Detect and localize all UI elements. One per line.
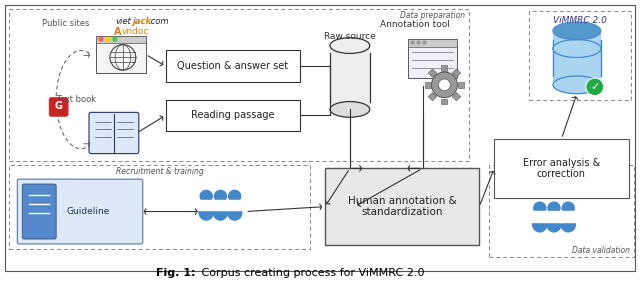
Text: Data validation: Data validation [572,246,630,255]
FancyBboxPatch shape [89,112,139,154]
Ellipse shape [553,40,601,57]
Text: Annotation tool: Annotation tool [380,20,449,29]
Circle shape [411,41,414,44]
FancyBboxPatch shape [22,184,56,239]
Circle shape [548,202,560,214]
FancyBboxPatch shape [96,36,146,73]
Circle shape [200,190,212,202]
Text: viet: viet [116,17,132,26]
Bar [212,200,229,210]
Circle shape [586,78,604,96]
FancyBboxPatch shape [408,39,458,47]
Ellipse shape [228,205,242,220]
Text: Text book: Text book [56,95,96,104]
Ellipse shape [553,22,601,40]
Text: Public sites: Public sites [42,19,90,28]
FancyBboxPatch shape [96,36,146,43]
Text: Data preparation: Data preparation [400,11,465,20]
Text: Human annotation &
standardization: Human annotation & standardization [348,196,456,217]
Bar [442,65,447,71]
Bar [452,69,461,77]
Circle shape [534,202,546,214]
Ellipse shape [553,40,601,57]
Bar [458,82,465,88]
Ellipse shape [553,76,601,94]
Bar [442,99,447,105]
Text: Raw source: Raw source [324,32,376,41]
Text: .com: .com [148,17,169,26]
Text: Fig. 1:: Fig. 1: [156,268,196,279]
Bar [529,11,630,100]
Bar [545,211,563,222]
Text: A: A [114,27,122,37]
Text: Reading passage: Reading passage [191,110,275,120]
Ellipse shape [199,205,213,220]
Ellipse shape [330,102,370,117]
Ellipse shape [213,205,228,220]
FancyBboxPatch shape [166,50,300,82]
Text: Recruitment & training: Recruitment & training [116,167,204,176]
Bar [424,82,431,88]
Bar [10,9,469,162]
Bar [226,200,243,210]
Bar [330,46,370,109]
Circle shape [106,37,110,41]
Circle shape [431,72,458,98]
Circle shape [562,202,574,214]
Bar [452,92,461,101]
Ellipse shape [547,217,561,232]
Text: vndoc: vndoc [122,27,149,36]
FancyBboxPatch shape [408,39,458,78]
Circle shape [438,79,451,91]
Bar [553,31,601,85]
Text: ✓: ✓ [590,82,600,92]
FancyBboxPatch shape [49,98,68,116]
Text: Error analysis &
correction: Error analysis & correction [523,158,600,179]
Bar [197,200,215,210]
FancyBboxPatch shape [166,100,300,131]
Circle shape [113,37,117,41]
Bar [10,165,310,249]
Bar [559,211,577,222]
Ellipse shape [532,217,547,232]
Ellipse shape [330,38,370,53]
Circle shape [228,190,241,202]
Circle shape [423,41,426,44]
Text: jack: jack [132,17,151,26]
FancyBboxPatch shape [17,179,143,244]
Text: Question & answer set: Question & answer set [177,61,289,71]
Bar [428,69,436,77]
Circle shape [99,37,103,41]
Text: G: G [54,102,62,111]
Text: Corpus creating process for ViMMRC 2.0: Corpus creating process for ViMMRC 2.0 [198,268,424,279]
Text: ViMMRC 2.0: ViMMRC 2.0 [553,16,607,25]
Bar [428,92,436,101]
Bar [531,211,548,222]
Circle shape [214,190,227,202]
Ellipse shape [561,217,575,232]
FancyBboxPatch shape [494,139,628,198]
Circle shape [417,41,420,44]
FancyBboxPatch shape [325,168,479,245]
Text: Guideline: Guideline [67,207,109,216]
Bar [489,165,634,257]
